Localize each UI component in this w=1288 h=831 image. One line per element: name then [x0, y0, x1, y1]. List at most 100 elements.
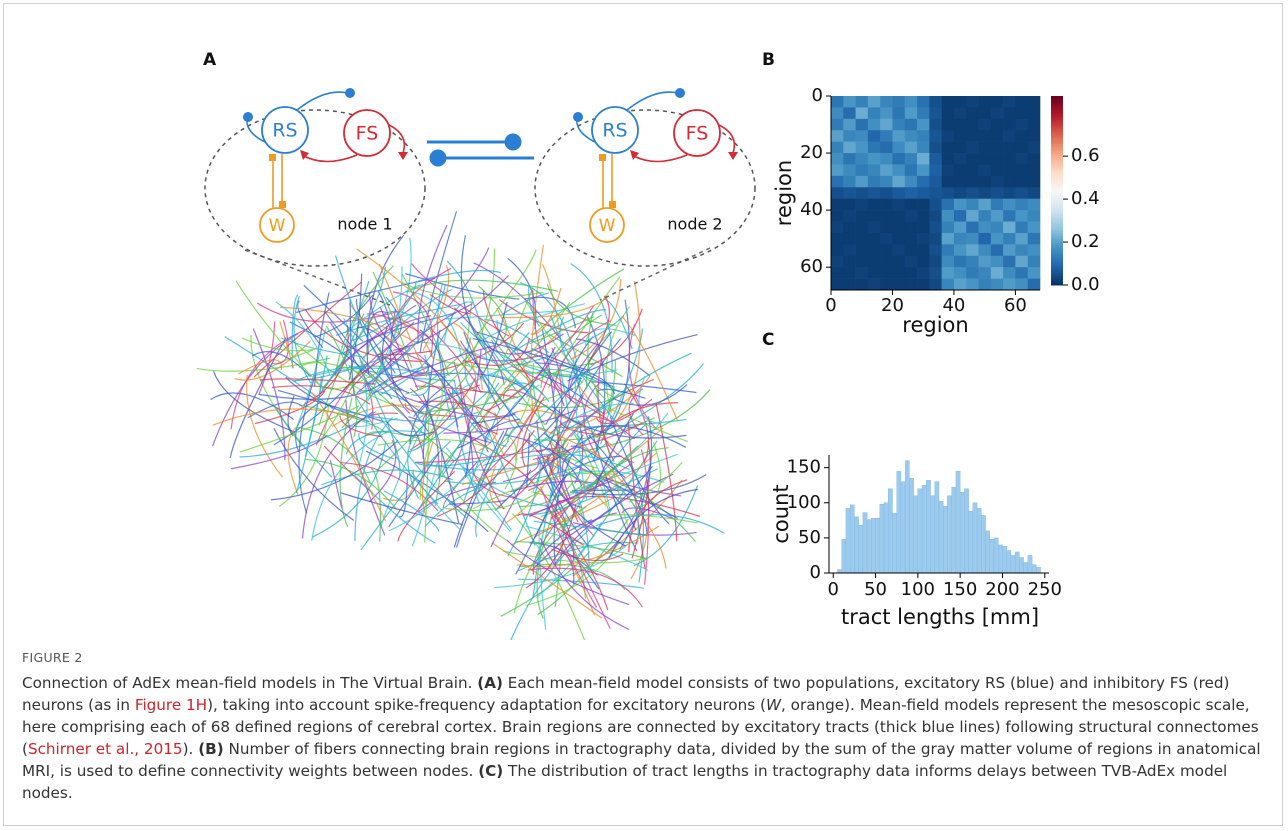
fiber [507, 424, 549, 443]
heatmap-cell [1027, 210, 1041, 222]
heatmap-cell [990, 153, 1004, 165]
heatmap-cell [953, 198, 967, 211]
histogram-bar [909, 477, 914, 574]
heatmap-cell [843, 141, 856, 154]
fiber [551, 406, 687, 439]
x-tick-label: 20 [881, 295, 904, 316]
caption-text: ). [182, 740, 199, 758]
zoom-line [244, 249, 391, 306]
heatmap-cell [1015, 187, 1029, 200]
histogram-bar [913, 495, 919, 574]
heatmap-cell [843, 221, 856, 234]
fiber [224, 336, 333, 409]
heatmap-cell [929, 130, 942, 142]
heatmap-cell [880, 187, 893, 200]
heatmap-cell [953, 107, 967, 120]
fiber [213, 371, 296, 433]
colorbar-step [1051, 223, 1063, 227]
fiber [341, 461, 439, 512]
fiber [540, 314, 602, 388]
heatmap-cell [941, 221, 955, 234]
fiber [566, 374, 651, 432]
fiber [422, 384, 481, 422]
heatmap-cell [867, 198, 881, 211]
fiber [619, 416, 653, 550]
fiber [445, 489, 542, 512]
heatmap-cell [978, 107, 992, 120]
heatmap-cell [1003, 164, 1016, 177]
heatmap-cell [941, 107, 955, 120]
heatmap-cell [966, 141, 979, 154]
heatmap-cell [843, 96, 856, 108]
exc-arc [296, 91, 349, 111]
fiber [291, 294, 299, 369]
caption-link[interactable]: Schirner et al., 2015 [27, 740, 183, 758]
fiber [524, 296, 577, 329]
fiber [515, 315, 625, 367]
heatmap-cell [1027, 153, 1041, 165]
colorbar-tick-label: 0.0 [1071, 274, 1100, 295]
fiber [429, 293, 471, 315]
fiber [363, 266, 403, 393]
fiber [419, 366, 512, 419]
heatmap-cell [880, 118, 893, 131]
heatmap-cell [892, 141, 906, 154]
heatmap-cell [904, 153, 918, 165]
heatmap-cell [855, 267, 869, 279]
histogram-bar [841, 539, 847, 574]
histogram-bar [854, 516, 859, 574]
fiber [502, 292, 550, 315]
fiber [529, 377, 582, 448]
fiber [372, 271, 413, 368]
heatmap-cell [831, 130, 844, 142]
colorbar-step [1051, 207, 1063, 210]
heatmap-cell [904, 164, 918, 177]
heatmap-cell [990, 210, 1004, 222]
heatmap-cell [843, 255, 856, 268]
heatmap-cell [1003, 118, 1016, 131]
fiber [231, 434, 328, 470]
heatmap-cell [831, 175, 844, 188]
fiber [463, 331, 501, 410]
histogram-bar [1010, 555, 1016, 574]
heatmap-cell [1015, 232, 1029, 245]
heatmap-cell [966, 267, 979, 279]
heatmap-cell [953, 267, 967, 279]
fiber [533, 520, 648, 537]
colorbar-step [1051, 176, 1063, 180]
heatmap-cell [953, 278, 967, 291]
caption-link[interactable]: Figure 1H [134, 696, 208, 714]
histogram-bar [888, 488, 893, 574]
fiber [490, 469, 532, 548]
w-label: W [269, 216, 286, 236]
heatmap-cell [843, 278, 856, 291]
histogram-bar [1014, 551, 1020, 574]
fiber [530, 288, 562, 335]
heatmap-cell [929, 107, 942, 120]
heatmap-cell [1003, 198, 1016, 211]
heatmap-cell [855, 278, 869, 291]
heatmap-cell [831, 221, 844, 234]
w-adaptation [259, 207, 295, 243]
heatmap-cell [1003, 244, 1016, 257]
heatmap-cell [917, 278, 930, 291]
heatmap-cell [966, 118, 979, 131]
heatmap-cell [953, 130, 967, 142]
fiber [415, 458, 490, 467]
caption-text: Connection of AdEx mean-field models in … [22, 674, 478, 692]
histogram-bar [858, 525, 864, 574]
histogram-bar [951, 487, 957, 574]
fs-label: FS [356, 123, 379, 145]
heatmap-cell [843, 164, 856, 177]
heatmap-cell [831, 96, 844, 108]
fiber [585, 328, 636, 349]
histogram-bar [934, 481, 940, 574]
heatmap-cell [953, 175, 967, 188]
heatmap-cell [867, 175, 881, 188]
heatmap-cell [904, 175, 918, 188]
tract-end [429, 149, 447, 167]
heatmap-cell [966, 198, 979, 211]
heatmap-cell [1015, 255, 1029, 268]
heatmap-cell [917, 130, 930, 142]
fiber [416, 381, 443, 450]
